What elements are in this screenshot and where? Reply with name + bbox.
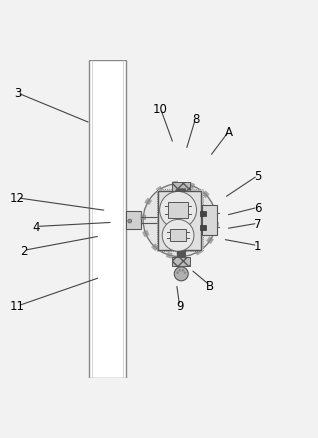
Text: 12: 12: [10, 192, 25, 205]
Text: 11: 11: [10, 300, 25, 313]
Bar: [170, 230, 186, 242]
Bar: [158, 191, 201, 250]
Text: A: A: [225, 125, 233, 138]
Bar: [172, 183, 190, 191]
Circle shape: [184, 272, 186, 274]
Circle shape: [182, 269, 184, 272]
Circle shape: [143, 184, 216, 257]
Bar: [168, 203, 188, 218]
Text: 4: 4: [33, 220, 40, 233]
Circle shape: [176, 272, 179, 274]
Bar: [126, 212, 141, 230]
Text: 8: 8: [192, 113, 199, 126]
Circle shape: [178, 269, 181, 272]
Text: B: B: [206, 279, 214, 292]
Circle shape: [174, 267, 188, 281]
Bar: [172, 257, 190, 266]
Text: 9: 9: [176, 300, 183, 313]
Bar: [200, 225, 206, 230]
Bar: [156, 190, 203, 251]
Text: 5: 5: [254, 170, 261, 183]
Bar: [89, 60, 126, 378]
Text: 7: 7: [254, 217, 261, 230]
Text: 3: 3: [14, 87, 21, 100]
Circle shape: [162, 220, 194, 252]
Text: 10: 10: [153, 103, 168, 116]
Circle shape: [160, 192, 197, 229]
Bar: [200, 211, 206, 216]
Text: 6: 6: [254, 201, 261, 214]
Bar: [202, 205, 218, 236]
Text: 1: 1: [254, 240, 261, 252]
Circle shape: [128, 219, 132, 223]
Text: 2: 2: [20, 244, 28, 257]
